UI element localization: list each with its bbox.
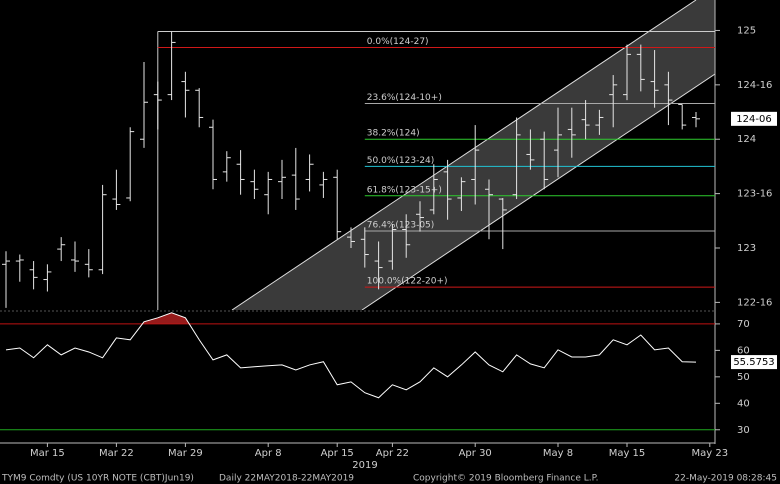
footer-range: Daily 22MAY2018-22MAY2019 (219, 474, 354, 484)
y2-tick-label: 60 (737, 345, 750, 356)
channel-lower (361, 73, 715, 310)
x-tick-label: Apr 8 (255, 448, 282, 459)
fib-label: 50.0%(123-24) (367, 156, 435, 166)
fib-label: 100.0%(122-20+) (367, 277, 448, 287)
x-tick-label: Apr 22 (376, 448, 409, 459)
footer-timestamp: 22-May-2019 08:28:45 (674, 474, 777, 484)
x-tick-label: May 15 (609, 448, 646, 459)
fib-label: 76.4%(123-05) (367, 221, 435, 231)
y-tick-label: 123-16 (737, 189, 772, 200)
footer-copyright: Copyright© 2019 Bloomberg Finance L.P. (413, 474, 598, 484)
price-bars (2, 31, 700, 308)
y2-tick-label: 70 (737, 319, 750, 330)
y2-tick-label: 30 (737, 425, 750, 436)
indicator-line (5, 312, 697, 399)
y-tick-label: 123 (737, 243, 756, 254)
footer-security: TYM9 Comdty (US 10YR NOTE (CBT)Jun19) (1, 474, 194, 484)
x-tick-label: Mar 29 (168, 448, 203, 459)
x-tick-label: May 23 (692, 448, 729, 459)
x-tick-label: Apr 15 (321, 448, 354, 459)
y-tick-label: 124 (737, 134, 756, 145)
y-tick-label: 124-16 (737, 80, 772, 91)
channel-upper (231, 0, 697, 310)
fib-label: 23.6%(124-10+) (367, 93, 442, 103)
indicator-last-label: 55.5753 (733, 357, 774, 368)
y2-tick-label: 40 (737, 398, 750, 409)
x-tick-label: Apr 30 (459, 448, 492, 459)
fib-label: 61.8%(123-15+) (367, 185, 442, 195)
y2-tick-label: 50 (737, 372, 750, 383)
year-label: 2019 (352, 460, 377, 471)
channel-fill (232, 0, 715, 310)
channel (231, 0, 715, 310)
x-tick-label: May 8 (543, 448, 573, 459)
x-tick-label: Mar 22 (99, 448, 134, 459)
indicator-last-box (731, 355, 777, 370)
x-tick-label: Mar 15 (30, 448, 65, 459)
fib-label: 0.0%(124-27) (367, 37, 429, 47)
y-tick-label: 122-16 (737, 297, 772, 308)
last-price-label: 124-06 (736, 114, 771, 125)
last-price-box (731, 111, 777, 126)
y-tick-label: 125 (737, 25, 756, 36)
fib-label: 38.2%(124) (367, 129, 420, 139)
